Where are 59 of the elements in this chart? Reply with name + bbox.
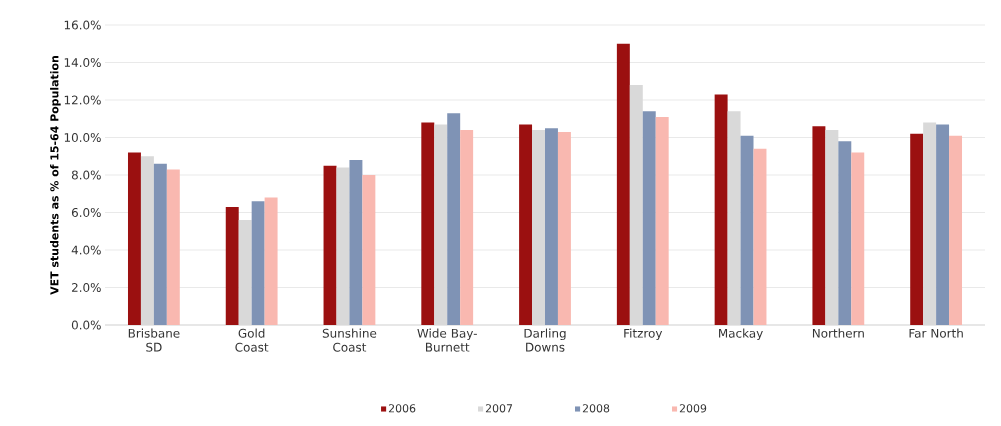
x-tick-label: Gold Coast xyxy=(235,328,269,352)
bar xyxy=(910,133,924,325)
bar xyxy=(727,111,741,325)
bar xyxy=(519,124,533,325)
bar xyxy=(434,124,448,325)
bar xyxy=(812,126,826,325)
bar xyxy=(421,122,435,325)
bar xyxy=(460,130,474,325)
x-tick-label: Brisbane SD xyxy=(128,328,180,352)
legend-label: 2008 xyxy=(582,404,610,413)
bar xyxy=(923,122,937,325)
bar xyxy=(225,206,239,325)
y-tick-label: 0.0% xyxy=(71,320,101,330)
bar xyxy=(655,116,669,325)
x-tick-label: Far North xyxy=(909,328,963,338)
bar xyxy=(545,128,558,325)
bar xyxy=(740,135,754,325)
bar xyxy=(851,152,865,325)
bar xyxy=(251,201,265,325)
bar xyxy=(532,130,545,325)
bar xyxy=(447,113,461,325)
bar xyxy=(264,197,278,325)
bar xyxy=(825,130,839,325)
bar xyxy=(642,111,656,325)
legend-label: 2009 xyxy=(679,404,707,413)
bar xyxy=(616,43,630,325)
bar xyxy=(153,163,167,325)
legend-label: 2006 xyxy=(388,404,416,413)
bar xyxy=(362,175,376,325)
bar xyxy=(557,131,571,325)
bar xyxy=(238,220,252,325)
legend-label: 2007 xyxy=(485,404,513,413)
x-tick-label: Darling Downs xyxy=(524,328,566,352)
x-tick-label: Fitzroy xyxy=(624,328,663,341)
y-tick-label: 12.0% xyxy=(64,95,101,105)
bar xyxy=(127,152,141,325)
bar xyxy=(349,160,363,325)
bar xyxy=(336,167,350,325)
y-tick-label: 4.0% xyxy=(71,245,101,255)
bar xyxy=(838,141,852,325)
y-tick-label: 16.0% xyxy=(64,20,101,30)
y-axis-title: VET students as % of 15-64 Population xyxy=(50,56,61,295)
y-tick-label: 2.0% xyxy=(71,282,101,293)
bar xyxy=(323,165,337,325)
bar xyxy=(753,148,767,325)
bar xyxy=(936,124,950,325)
y-tick-label: 14.0% xyxy=(64,57,101,68)
x-tick-label: Mackay xyxy=(719,328,763,341)
bar xyxy=(949,135,963,325)
bar xyxy=(629,85,643,325)
x-tick-label: Northern xyxy=(812,328,864,338)
bar xyxy=(166,169,180,325)
bar xyxy=(140,156,154,325)
y-tick-label: 8.0% xyxy=(71,170,101,180)
y-tick-label: 6.0% xyxy=(71,207,101,218)
x-tick-label: Wide Bay-Burnett xyxy=(417,328,477,352)
x-tick-label: Sunshine Coast xyxy=(322,328,377,352)
bar xyxy=(714,94,728,325)
y-tick-label: 10.0% xyxy=(64,132,101,143)
